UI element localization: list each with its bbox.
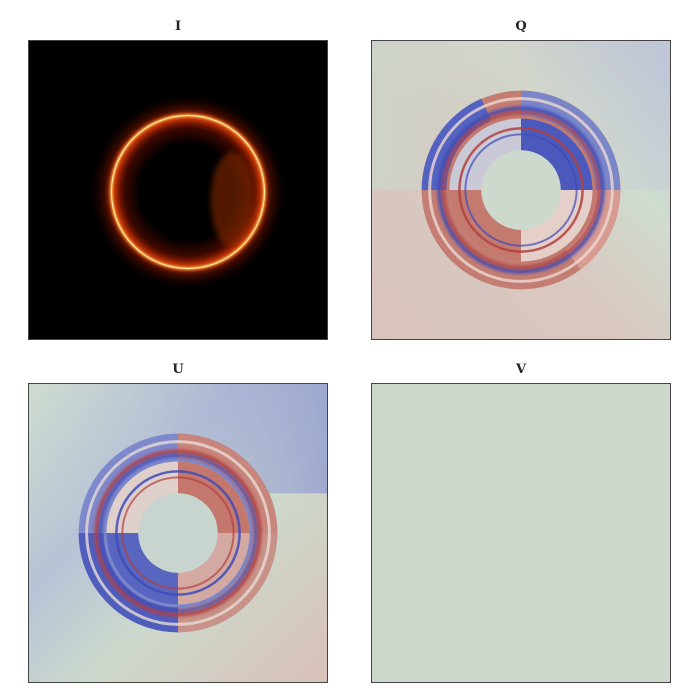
stokes-v-image (372, 384, 670, 682)
panel-q-image (371, 40, 671, 340)
panel-v-image (371, 383, 671, 683)
intensity-image (29, 41, 327, 339)
panel-title-q: Q (515, 19, 527, 34)
stokes-u-image (29, 384, 327, 682)
panel-u-image (28, 383, 328, 683)
panel-title-i: I (174, 19, 182, 34)
panel-title-u: U (172, 362, 184, 377)
panel-i-image (28, 40, 328, 340)
stokes-q-image (372, 41, 670, 339)
panel-title-v: V (515, 362, 527, 377)
